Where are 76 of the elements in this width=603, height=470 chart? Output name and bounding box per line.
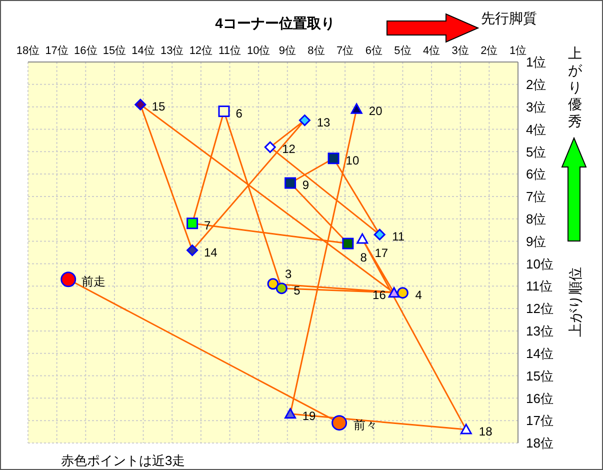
x-tick-label: 2位 (480, 45, 498, 57)
point (276, 282, 288, 294)
point (374, 228, 386, 240)
x-tick-label: 17位 (45, 45, 68, 57)
point (332, 415, 348, 431)
text: 上がり優秀 (567, 45, 583, 130)
x-tick-label: 8位 (308, 45, 325, 57)
y-axis-title: 上がり順位 (567, 267, 584, 337)
x-tick-label: 4位 (422, 45, 440, 57)
annotation: 11 (392, 230, 405, 244)
y-tick-label: 13位 (526, 324, 554, 339)
x-tick-label: 13位 (160, 45, 184, 57)
point (134, 98, 146, 110)
point (350, 103, 362, 114)
point (342, 238, 354, 250)
x-tick-label: 12位 (189, 45, 213, 57)
annotation: 3 (285, 266, 292, 281)
annotation: 18 (478, 424, 493, 439)
y-tick-label: 7位 (526, 189, 546, 204)
y-tick-label: 14位 (526, 346, 554, 361)
y-tick-label: 5位 (526, 144, 546, 160)
x-tick-label: 9位 (278, 45, 296, 57)
point (284, 408, 296, 419)
y-tick-label: 1位 (526, 54, 546, 70)
point (388, 287, 400, 298)
x-tick-label: 1位 (509, 45, 527, 57)
x-tick-label: 11位 (218, 45, 241, 57)
y-tick-label: 4位 (526, 122, 546, 137)
annotation: 6 (236, 106, 243, 120)
y-tick-label: 17位 (526, 413, 554, 428)
point (328, 152, 340, 164)
point (460, 424, 472, 434)
annotation: 13 (316, 115, 331, 130)
annotation: 前々 (354, 418, 378, 432)
y-tick-label: 16位 (526, 390, 554, 406)
text: 赤色ポイントは近3走 (61, 452, 186, 470)
annotation: 15 (152, 100, 166, 114)
point (356, 233, 368, 244)
annotation: 前走 (82, 274, 106, 288)
annotation: 12 (282, 142, 296, 156)
y-tick-label: 10位 (526, 256, 554, 272)
text: 先行脚質 (481, 10, 537, 28)
point (267, 278, 279, 290)
x-tick-label: 18位 (16, 45, 40, 57)
point (396, 287, 408, 299)
x-tick-label: 14位 (132, 45, 155, 57)
point (186, 218, 198, 230)
y-tick-label: 15位 (526, 368, 554, 384)
annotation: 9 (302, 178, 310, 192)
x-tick-label: 16位 (74, 45, 98, 57)
annotation: 10 (346, 153, 360, 168)
chart-title: 4コーナー位置取り (215, 15, 335, 31)
y-tick-label: 9位 (526, 234, 546, 249)
y-tick-label: 11位 (526, 278, 552, 294)
point (186, 244, 198, 256)
point (298, 114, 310, 126)
y-tick-label: 3位 (526, 99, 546, 114)
x-tick-label: 15位 (102, 45, 126, 57)
x-tick-label: 3位 (452, 45, 469, 57)
annotation: 8 (360, 250, 368, 265)
y-tick-label: 8位 (526, 211, 546, 226)
y-tick-label: 6位 (526, 166, 546, 182)
y-tick-label: 12位 (526, 301, 554, 316)
x-tick-label: 7位 (336, 45, 354, 57)
point (60, 272, 76, 288)
annotation: 20 (368, 104, 383, 118)
annotation: 17 (374, 246, 388, 260)
y-tick-label: 2位 (526, 77, 546, 92)
x-tick-label: 10位 (246, 45, 270, 57)
annotation: 4 (415, 288, 422, 302)
annotation: 14 (204, 245, 218, 260)
x-tick-label: 6位 (365, 45, 382, 57)
y-tick-label: 18位 (526, 436, 554, 451)
point (218, 106, 230, 118)
x-tick-label: 5位 (394, 45, 412, 57)
point (284, 177, 296, 189)
